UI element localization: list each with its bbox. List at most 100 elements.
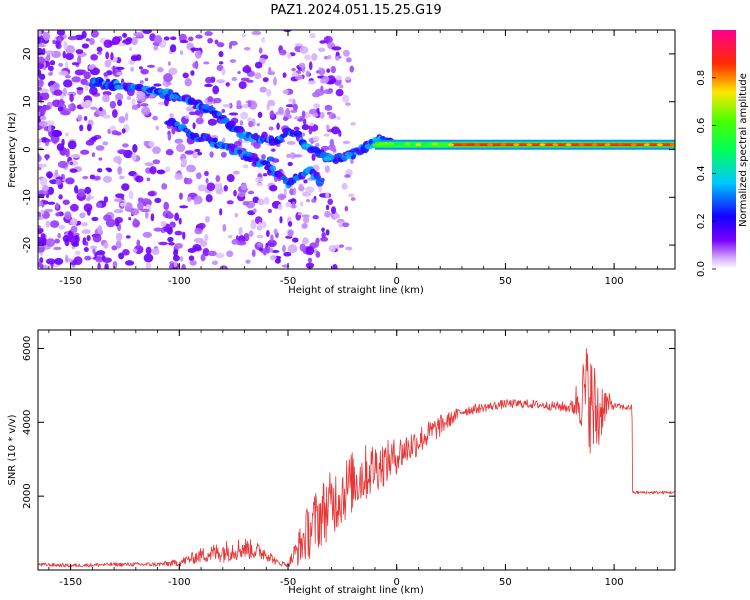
spectrogram-cell	[287, 161, 293, 167]
spectrogram-cell	[225, 82, 230, 87]
spectrogram-cell	[252, 196, 260, 204]
spectrogram-cell	[286, 141, 296, 145]
spectrogram-cell	[153, 35, 163, 45]
spectrogram-cell	[52, 83, 59, 89]
spectrogram-cell	[102, 141, 109, 146]
spectrogram-cell	[431, 142, 438, 146]
spectrogram-ylabel: Frequency (Hz)	[7, 112, 18, 188]
spectrogram-cell	[526, 143, 533, 147]
spectrogram-cell	[115, 66, 125, 71]
spectrogram-cell	[345, 102, 351, 106]
spectrogram-cell	[205, 177, 209, 184]
spectrogram-cell	[213, 183, 221, 190]
spectrogram-cell	[115, 240, 122, 249]
spectrogram-cell	[133, 32, 143, 37]
spectrogram-cell	[140, 103, 149, 107]
spectrogram-cell	[241, 182, 248, 191]
spectrogram-cell	[38, 107, 46, 115]
spectrogram-cell	[265, 246, 271, 254]
spectrogram-cell	[393, 142, 400, 146]
spectrogram-cell	[95, 145, 105, 151]
spectrogram-cell	[288, 98, 293, 103]
spectrogram-cell	[56, 30, 66, 36]
spectrogram-cell	[238, 226, 243, 236]
spectrogram-cell	[318, 67, 322, 71]
spectrogram-cell	[51, 99, 62, 108]
spectrogram-cell	[261, 131, 268, 140]
spectrogram-cell	[158, 241, 169, 246]
spectrogram-cell	[287, 221, 293, 227]
spectrogram-cell	[336, 116, 341, 120]
spectrogram-cell	[85, 99, 92, 107]
spectrogram-cell	[103, 196, 109, 203]
spectrogram-cell	[165, 166, 171, 173]
spectrogram-cell	[263, 251, 267, 256]
spectrogram-cell	[113, 155, 123, 164]
spectrogram-cell	[345, 57, 352, 63]
spectrogram-cell	[335, 56, 340, 62]
spectrogram-cell	[79, 212, 86, 219]
spectrogram-cell	[271, 249, 280, 253]
spectrogram-cell	[70, 154, 81, 158]
spectrogram-cell	[83, 246, 89, 253]
spectrogram-cell	[38, 78, 44, 88]
spectrogram-cell	[75, 49, 84, 55]
spectrogram-cell	[344, 205, 349, 212]
spectrogram-cell	[293, 187, 297, 196]
spectrogram-cell	[277, 193, 286, 201]
spectrogram-cell	[179, 50, 184, 55]
spectrogram-cell	[165, 149, 174, 156]
spectrogram-cell	[172, 254, 180, 262]
spectrogram-cell	[91, 152, 96, 158]
spectrogram-cell	[97, 262, 101, 269]
spectrogram-cell	[154, 197, 162, 204]
spectrogram-cell	[244, 64, 250, 71]
spectrogram-cell	[228, 112, 239, 116]
spectrogram-cell	[40, 88, 49, 94]
spectrogram-cell	[350, 197, 356, 201]
spectrogram-cell	[131, 98, 136, 106]
spectrogram-cell	[267, 239, 277, 248]
spectrogram-cell	[287, 244, 298, 254]
spectrogram-cell	[268, 126, 274, 131]
spectrogram-cell	[38, 56, 46, 64]
spectrogram-cell	[335, 75, 343, 81]
spectrogram-cell	[212, 137, 218, 143]
spectrogram-cell	[289, 152, 296, 159]
spectrogram-cell	[552, 143, 559, 147]
spectrogram-cell	[82, 175, 89, 180]
colorbar-gradient	[712, 30, 736, 269]
spectrogram-cell	[83, 115, 88, 121]
spectrogram-cell	[193, 200, 199, 205]
spectrogram-cell	[62, 50, 66, 59]
spectrogram-cell	[179, 205, 189, 209]
spectrogram-cell	[254, 72, 262, 80]
colorbar-tick-label: 0.8	[696, 70, 707, 86]
spectrogram-cell	[298, 185, 305, 192]
spectrogram-cell	[305, 199, 311, 203]
spectrogram-cell	[350, 122, 357, 126]
spectrogram-cell	[97, 168, 103, 173]
spectrogram-cell	[124, 260, 135, 266]
spectrogram-cell	[342, 222, 350, 228]
spectrogram-cell	[207, 96, 214, 103]
spectrogram-cell	[267, 70, 276, 76]
spectrogram-cell	[39, 115, 47, 121]
spectrogram-cell	[53, 89, 63, 96]
spectrogram-cell	[269, 184, 278, 192]
spectrogram-cell	[321, 231, 326, 239]
colorbar: 0.0 0.2 0.4 0.6 0.8 Normalized spectral ampl…	[696, 30, 749, 277]
spectrogram-cell	[170, 94, 179, 100]
spectrogram-cell	[110, 52, 114, 61]
spectrogram-cell	[304, 54, 311, 61]
spectrogram-cell	[57, 160, 68, 169]
spectrogram-cell	[247, 190, 255, 195]
spectrogram-cell	[342, 94, 350, 103]
dominant-line-core	[451, 143, 675, 147]
spectrogram-cell	[131, 152, 137, 161]
spectrogram-cell	[104, 59, 112, 68]
spectrogram-cell	[302, 237, 309, 245]
spectrogram-cell	[45, 138, 51, 143]
